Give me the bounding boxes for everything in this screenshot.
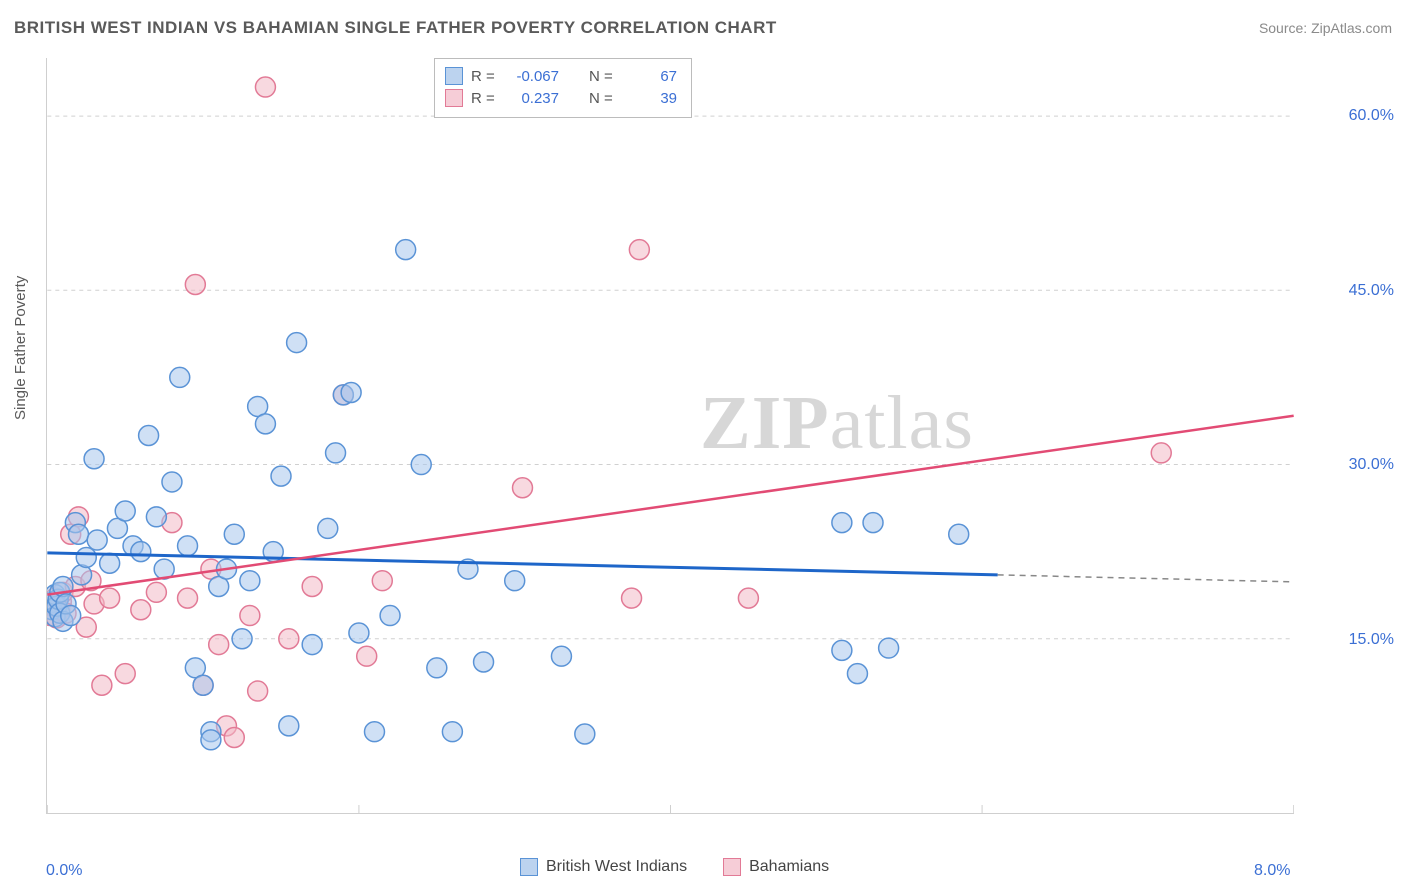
data-point (847, 664, 867, 684)
data-point (248, 681, 268, 701)
swatch-blue-icon (520, 858, 538, 876)
data-point (232, 629, 252, 649)
data-point (318, 518, 338, 538)
chart-title: BRITISH WEST INDIAN VS BAHAMIAN SINGLE F… (14, 18, 777, 38)
y-axis-label: Single Father Poverty (12, 276, 29, 420)
data-point (224, 728, 244, 748)
data-point (115, 664, 135, 684)
data-point (178, 536, 198, 556)
data-point (551, 646, 571, 666)
data-point (146, 507, 166, 527)
data-point (185, 275, 205, 295)
data-point (240, 571, 260, 591)
chart-plot-area (46, 58, 1294, 814)
data-point (302, 635, 322, 655)
data-point (357, 646, 377, 666)
data-point (68, 524, 88, 544)
swatch-pink-icon (445, 89, 463, 107)
data-point (863, 513, 883, 533)
legend-label: Bahamians (749, 858, 829, 876)
y-tick-label: 45.0% (1349, 282, 1394, 300)
data-point (131, 542, 151, 562)
data-point (575, 724, 595, 744)
trend-line-blue-extrapolated (998, 575, 1294, 582)
data-point (349, 623, 369, 643)
data-point (139, 426, 159, 446)
data-point (302, 577, 322, 597)
data-point (474, 652, 494, 672)
legend-item-blue: British West Indians (520, 858, 687, 876)
data-point (255, 414, 275, 434)
data-point (240, 606, 260, 626)
data-point (879, 638, 899, 658)
data-point (100, 588, 120, 608)
data-point (365, 722, 385, 742)
data-point (513, 478, 533, 498)
data-point (193, 675, 213, 695)
scatter-svg (47, 58, 1294, 813)
swatch-pink-icon (723, 858, 741, 876)
legend-row-blue: R = -0.067 N = 67 (445, 65, 677, 87)
y-tick-label: 30.0% (1349, 456, 1394, 474)
watermark: ZIPatlas (700, 380, 974, 467)
data-point (949, 524, 969, 544)
data-point (341, 383, 361, 403)
correlation-legend: R = -0.067 N = 67 R = 0.237 N = 39 (434, 58, 692, 118)
data-point (84, 449, 104, 469)
data-point (832, 640, 852, 660)
data-point (131, 600, 151, 620)
data-point (146, 582, 166, 602)
data-point (396, 240, 416, 260)
data-point (279, 716, 299, 736)
legend-row-pink: R = 0.237 N = 39 (445, 87, 677, 109)
data-point (178, 588, 198, 608)
data-point (87, 530, 107, 550)
data-point (115, 501, 135, 521)
data-point (61, 606, 81, 626)
trend-line-blue (47, 553, 997, 575)
data-point (162, 472, 182, 492)
source-attribution: Source: ZipAtlas.com (1259, 20, 1392, 36)
data-point (279, 629, 299, 649)
legend-item-pink: Bahamians (723, 858, 829, 876)
data-point (372, 571, 392, 591)
x-tick-label: 8.0% (1254, 862, 1290, 880)
data-point (832, 513, 852, 533)
data-point (287, 333, 307, 353)
data-point (427, 658, 447, 678)
data-point (505, 571, 525, 591)
y-tick-label: 15.0% (1349, 631, 1394, 649)
data-point (442, 722, 462, 742)
data-point (1151, 443, 1171, 463)
data-point (76, 547, 96, 567)
data-point (100, 553, 120, 573)
x-tick-label: 0.0% (46, 862, 82, 880)
y-tick-label: 60.0% (1349, 107, 1394, 125)
data-point (326, 443, 346, 463)
data-point (411, 455, 431, 475)
data-point (201, 730, 221, 750)
data-point (170, 367, 190, 387)
data-point (380, 606, 400, 626)
data-point (622, 588, 642, 608)
data-point (224, 524, 244, 544)
series-legend: British West Indians Bahamians (520, 858, 829, 876)
data-point (209, 635, 229, 655)
swatch-blue-icon (445, 67, 463, 85)
legend-label: British West Indians (546, 858, 687, 876)
data-point (92, 675, 112, 695)
data-point (738, 588, 758, 608)
data-point (271, 466, 291, 486)
data-point (629, 240, 649, 260)
data-point (255, 77, 275, 97)
